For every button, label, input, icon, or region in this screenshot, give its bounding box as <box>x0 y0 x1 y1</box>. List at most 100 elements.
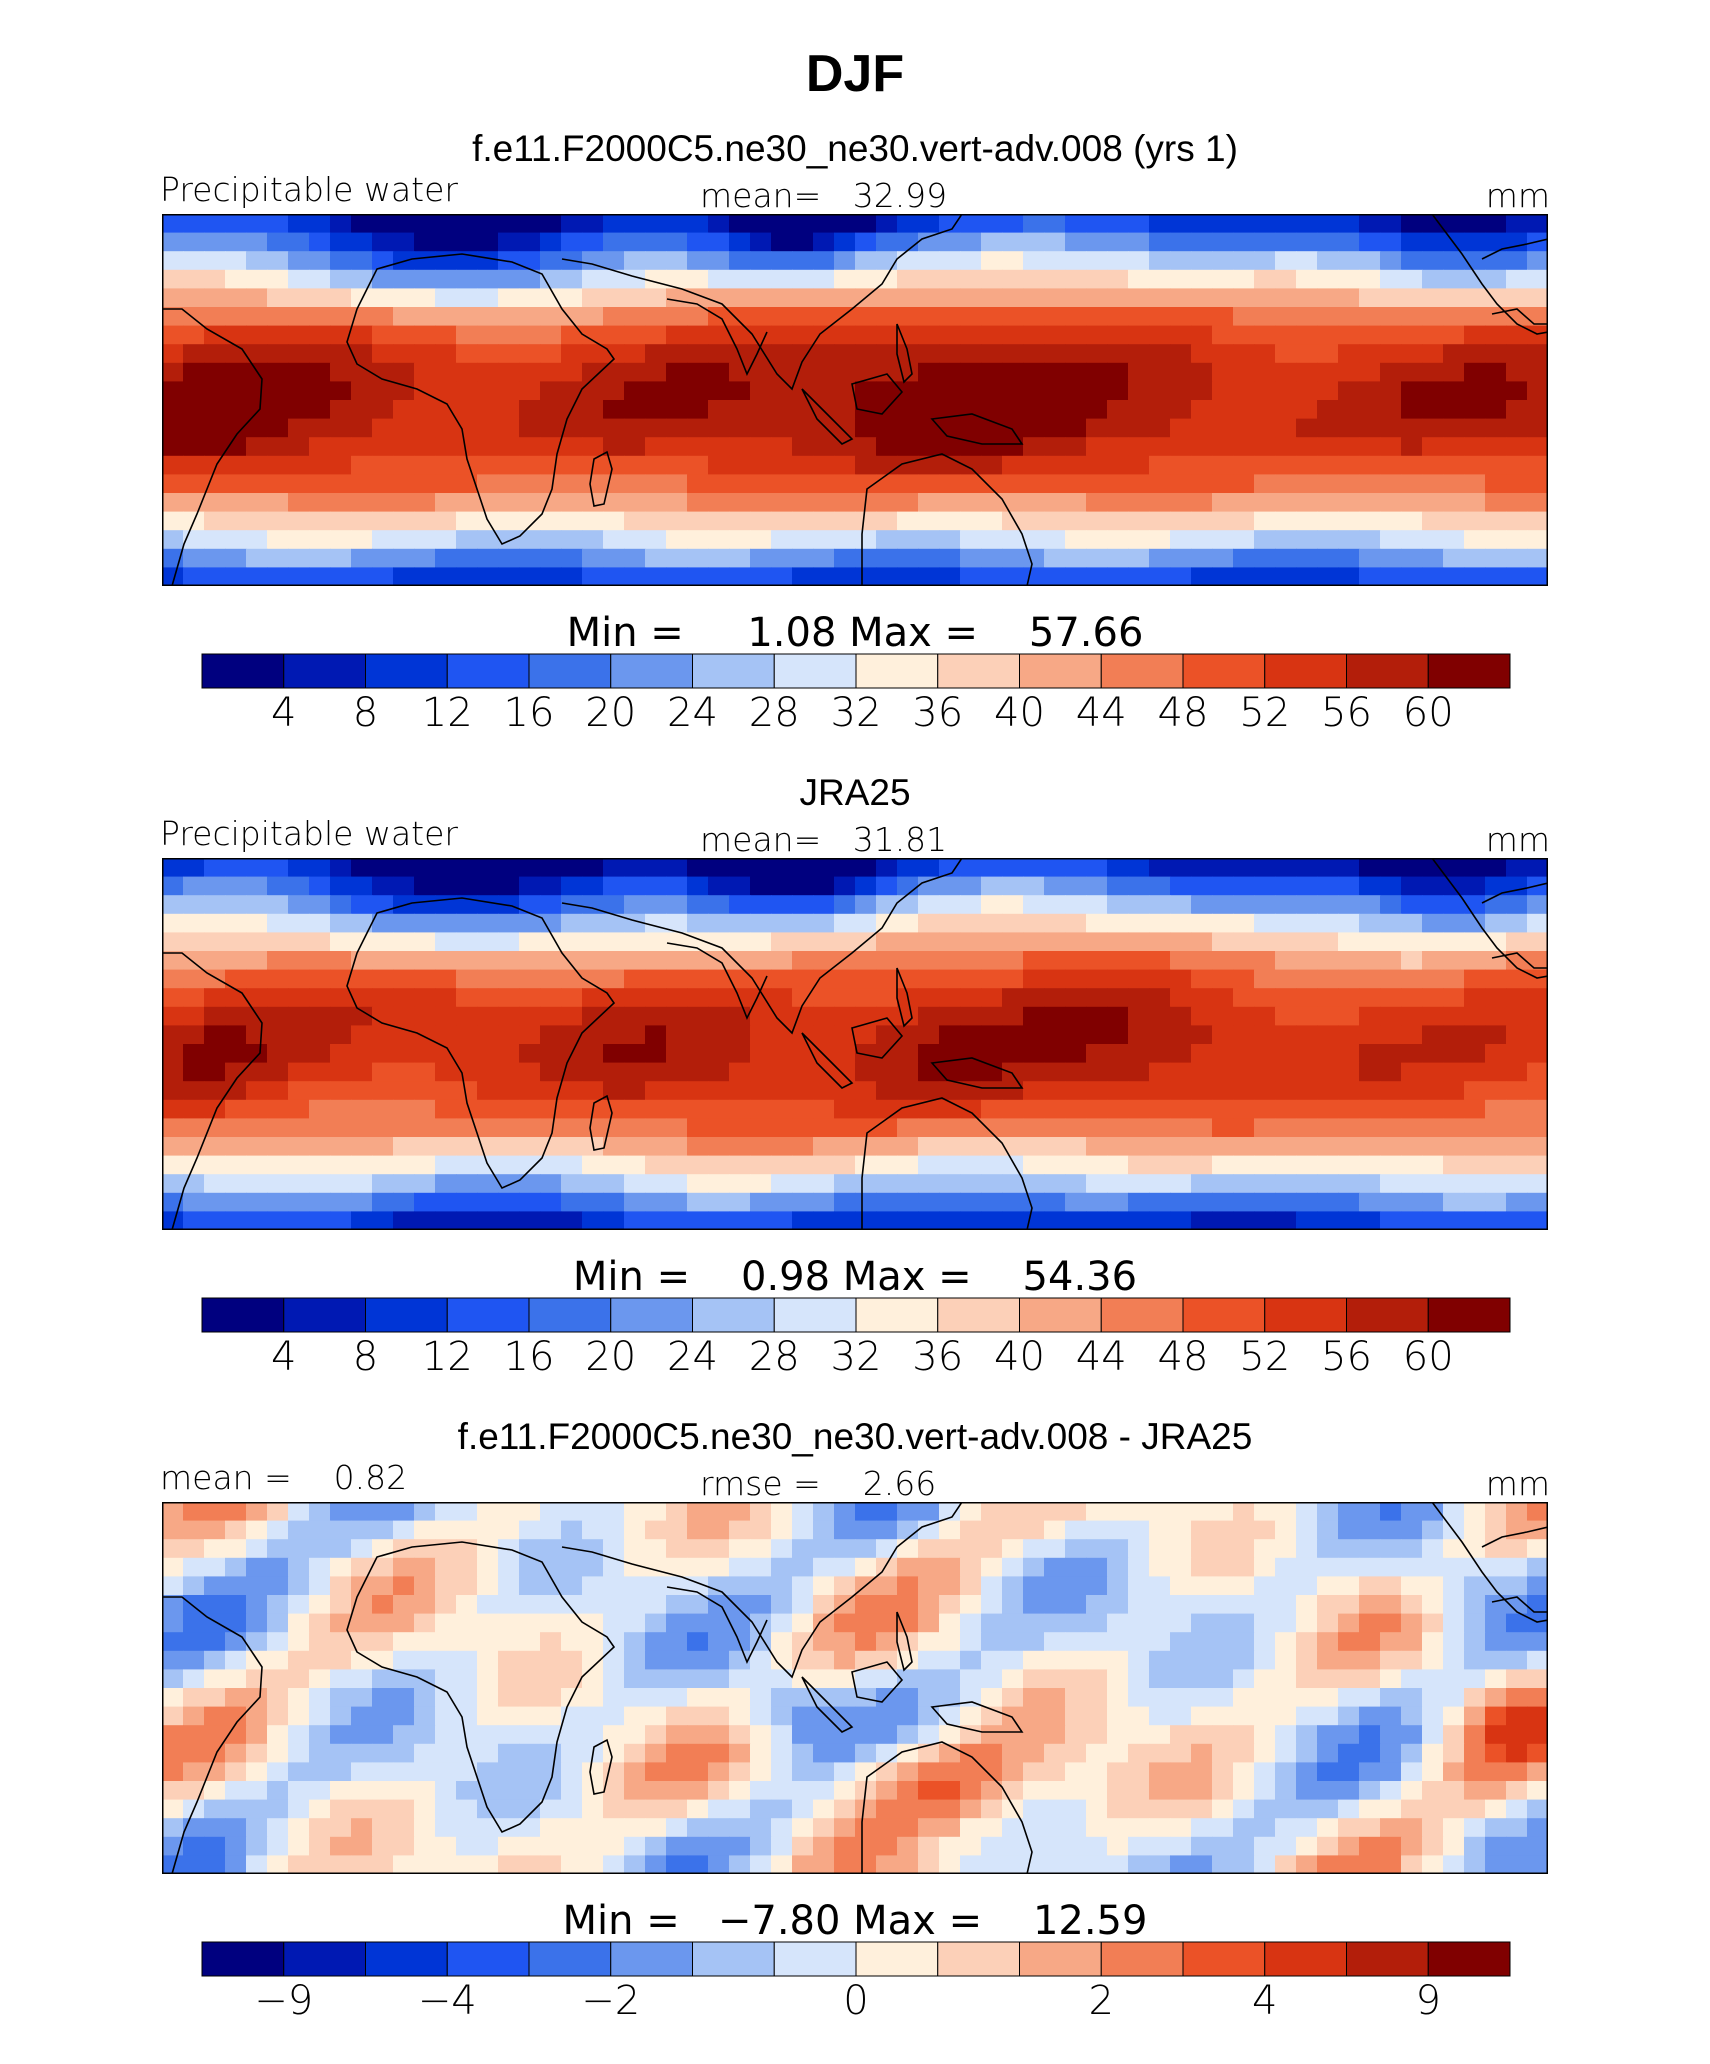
contour-cell <box>1296 1743 1318 1763</box>
contour-cell <box>477 493 499 513</box>
contour-cell <box>225 1174 247 1194</box>
contour-cell <box>939 1762 961 1782</box>
contour-cell <box>435 1137 457 1157</box>
contour-cell <box>414 1520 436 1540</box>
contour-cell <box>603 474 625 494</box>
colorbar-tick-label: 36 <box>912 690 963 736</box>
contour-cell <box>1107 913 1129 933</box>
contour-cell <box>1422 895 1444 915</box>
contour-cell <box>414 400 436 420</box>
contour-cell <box>477 1613 499 1633</box>
contour-cell <box>1380 1762 1402 1782</box>
contour-cell <box>981 1650 1003 1670</box>
contour-cell <box>498 1669 520 1689</box>
contour-cell <box>1065 418 1087 438</box>
contour-cell <box>1170 895 1192 915</box>
contour-cell <box>393 1781 415 1801</box>
contour-cell <box>603 344 625 364</box>
contour-cell <box>876 530 898 550</box>
contour-cell <box>393 400 415 420</box>
contour-cell <box>666 1118 688 1138</box>
contour-cell <box>771 1062 793 1082</box>
contour-cell <box>561 988 583 1008</box>
colorbar-swatch <box>1019 1297 1102 1333</box>
contour-cell <box>1128 1062 1150 1082</box>
contour-cell <box>267 307 289 327</box>
contour-cell <box>1485 1062 1507 1082</box>
contour-cell <box>603 1836 625 1856</box>
contour-cell <box>1212 474 1234 494</box>
contour-cell <box>225 1650 247 1670</box>
contour-cell <box>603 1211 625 1230</box>
contour-cell <box>1338 455 1360 475</box>
contour-cell <box>351 1706 373 1726</box>
contour-cell <box>1380 1650 1402 1670</box>
contour-cell <box>204 288 226 308</box>
contour-cell <box>393 1613 415 1633</box>
contour-cell <box>204 1192 226 1212</box>
contour-cell <box>351 567 373 586</box>
colorbar-swatch <box>692 653 775 689</box>
contour-cell <box>1128 1006 1150 1026</box>
contour-cell <box>162 1688 184 1708</box>
colorbar-tick-label: 2 <box>1089 1978 1114 2024</box>
contour-cell <box>540 1836 562 1856</box>
contour-cell <box>456 1595 478 1615</box>
contour-cell <box>771 1539 793 1559</box>
contour-cell <box>1506 1099 1528 1119</box>
contour-cell <box>834 1706 856 1726</box>
contour-cell <box>1401 474 1423 494</box>
contour-cell <box>981 1576 1003 1596</box>
contour-cell <box>1422 325 1444 345</box>
contour-cell <box>771 455 793 475</box>
contour-cell <box>1086 1520 1108 1540</box>
contour-cell <box>1149 437 1171 457</box>
contour-cell <box>1443 1836 1465 1856</box>
contour-cell <box>708 913 730 933</box>
contour-cell <box>1485 1044 1507 1064</box>
contour-cell <box>456 1557 478 1577</box>
contour-cell <box>309 1688 331 1708</box>
contour-cell <box>771 1818 793 1838</box>
contour-cell <box>603 876 625 896</box>
contour-cell <box>1065 288 1087 308</box>
contour-cell <box>1254 1576 1276 1596</box>
contour-cell <box>960 530 982 550</box>
contour-cell <box>960 567 982 586</box>
contour-cell <box>1128 1688 1150 1708</box>
contour-cell <box>519 1613 541 1633</box>
contour-cell <box>855 437 877 457</box>
contour-cell <box>561 1576 583 1596</box>
contour-cell <box>1023 1099 1045 1119</box>
contour-cell <box>1191 1650 1213 1670</box>
contour-cell <box>1065 1044 1087 1064</box>
contour-cell <box>1044 362 1066 382</box>
contour-cell <box>1422 1706 1444 1726</box>
contour-cell <box>183 876 205 896</box>
contour-cell <box>960 381 982 401</box>
contour-cell <box>540 1025 562 1045</box>
contour-cell <box>1023 362 1045 382</box>
contour-cell <box>1002 932 1024 952</box>
contour-cell <box>1065 455 1087 475</box>
contour-cell <box>540 988 562 1008</box>
contour-cell <box>435 1081 457 1101</box>
contour-cell <box>939 362 961 382</box>
contour-cell <box>183 913 205 933</box>
contour-cell <box>897 1062 919 1082</box>
contour-cell <box>813 1632 835 1652</box>
contour-cell <box>834 511 856 531</box>
contour-cell <box>603 951 625 971</box>
contour-cell <box>645 876 667 896</box>
contour-cell <box>1023 530 1045 550</box>
contour-cell <box>1317 1006 1339 1026</box>
contour-cell <box>1086 344 1108 364</box>
contour-cell <box>1233 511 1255 531</box>
contour-cell <box>645 530 667 550</box>
contour-cell <box>456 1762 478 1782</box>
contour-cell <box>1275 1743 1297 1763</box>
contour-cell <box>309 1557 331 1577</box>
contour-cell <box>771 232 793 252</box>
contour-cell <box>1296 1818 1318 1838</box>
contour-cell <box>1212 1781 1234 1801</box>
